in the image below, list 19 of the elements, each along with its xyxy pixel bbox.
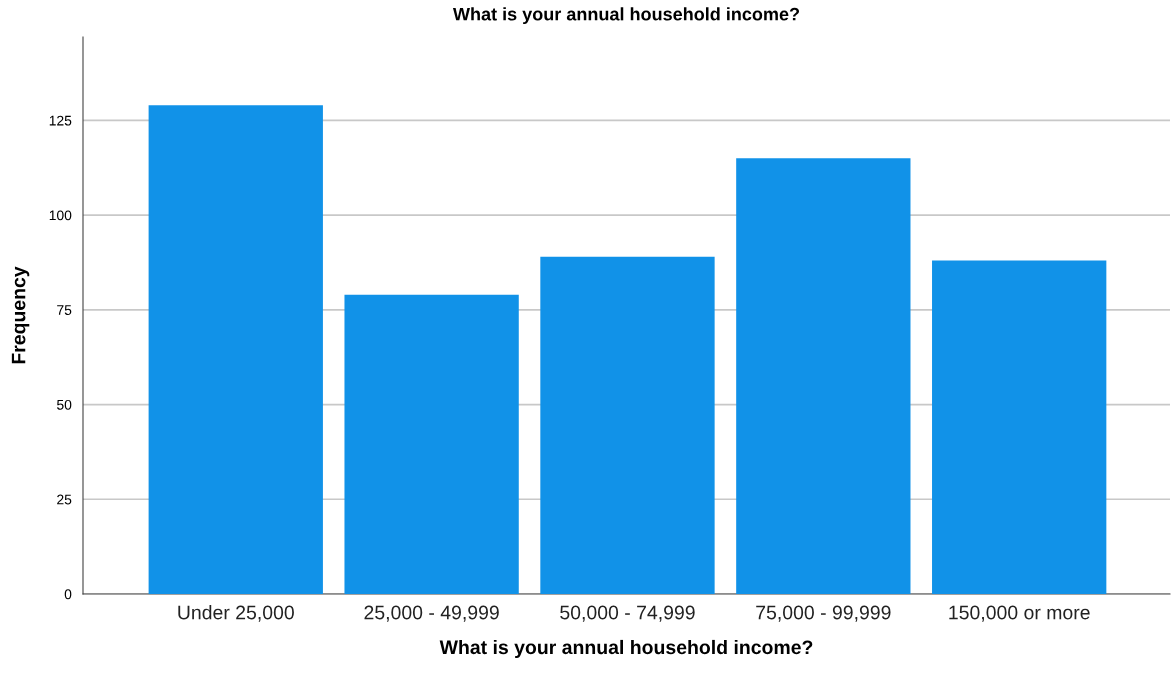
y-tick-label: 75 <box>57 305 72 315</box>
y-tick-label: 125 <box>49 115 72 126</box>
bar <box>736 158 911 594</box>
x-tick-label: 150,000 or more <box>949 605 1090 622</box>
y-tick-label: 25 <box>57 494 72 505</box>
y-tick-label: 0 <box>64 589 72 600</box>
x-tick-label: 75,000 - 99,999 <box>756 605 891 622</box>
y-tick-label: 50 <box>57 399 72 410</box>
y-tick-label: 100 <box>49 210 72 221</box>
x-tick-label: Under 25,000 <box>178 605 294 622</box>
bar <box>540 256 715 594</box>
x-tick-label: 25,000 - 49,999 <box>364 605 499 622</box>
x-tick-label: 50,000 - 74,999 <box>560 605 695 622</box>
bar <box>932 260 1107 594</box>
bar <box>148 105 323 594</box>
y-axis-title: Frequency <box>11 266 30 364</box>
chart-title: What is your annual household income? <box>452 7 800 25</box>
x-axis-title: What is your annual household income? <box>439 639 813 659</box>
bar <box>344 294 519 594</box>
